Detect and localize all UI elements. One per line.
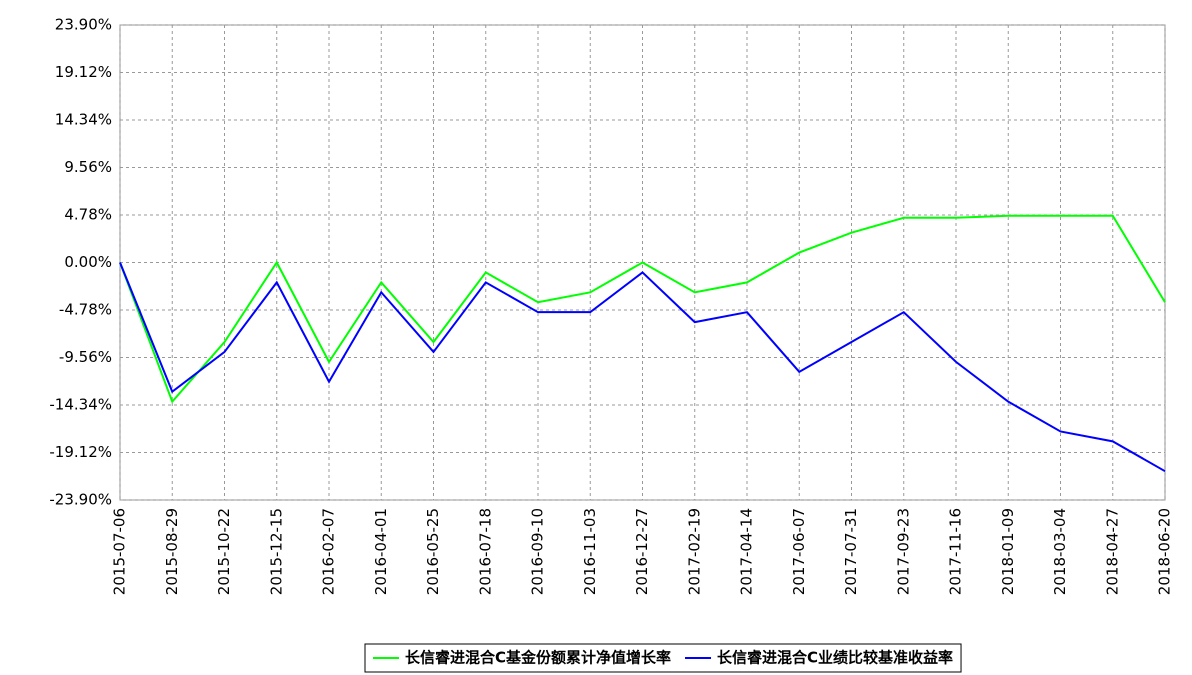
legend-label: 长信睿进混合C业绩比较基准收益率	[717, 649, 953, 667]
x-tick-label: 2016-04-01	[372, 508, 390, 595]
x-tick-label: 2016-02-07	[320, 508, 338, 595]
y-tick-label: 19.12%	[55, 63, 112, 81]
x-tick-label: 2018-04-27	[1103, 508, 1121, 595]
legend: 长信睿进混合C基金份额累计净值增长率 长信睿进混合C业绩比较基准收益率	[365, 644, 961, 672]
x-tick-label: 2015-07-06	[111, 508, 129, 595]
x-tick-label: 2015-12-15	[267, 508, 285, 595]
legend-label: 长信睿进混合C基金份额累计净值增长率	[405, 649, 671, 667]
chart: -23.90% -19.12% -14.34% -9.56% -4.78% 0.00% 4.…	[0, 0, 1192, 675]
y-tick-label: 4.78%	[64, 206, 112, 224]
x-tick-label: 2017-02-19	[685, 508, 703, 595]
x-tick-label: 2016-12-27	[633, 508, 651, 595]
y-tick-label: -23.90%	[49, 491, 112, 509]
y-tick-label: -19.12%	[49, 443, 112, 461]
x-tick-label: 2018-06-20	[1156, 508, 1174, 595]
y-tick-label: 23.90%	[55, 16, 112, 34]
x-tick-label: 2016-09-10	[529, 508, 547, 595]
y-tick-label: -14.34%	[49, 396, 112, 414]
y-tick-label: 14.34%	[55, 111, 112, 129]
x-tick-label: 2015-08-29	[163, 508, 181, 595]
x-tick-label: 2017-06-07	[790, 508, 808, 595]
x-tick-label: 2016-11-03	[581, 508, 599, 595]
x-tick-label: 2015-10-22	[215, 508, 233, 595]
x-tick-label: 2018-03-04	[1051, 508, 1069, 595]
x-tick-label: 2018-01-09	[999, 508, 1017, 595]
x-tick-label: 2017-04-14	[738, 508, 756, 595]
x-tick-label: 2017-09-23	[894, 508, 912, 595]
y-tick-label: -4.78%	[59, 301, 112, 319]
x-tick-label: 2017-07-31	[842, 508, 860, 595]
y-tick-label: 0.00%	[64, 253, 112, 271]
x-tick-label: 2016-05-25	[424, 508, 442, 595]
x-tick-label: 2016-07-18	[476, 508, 494, 595]
y-tick-label: -9.56%	[59, 348, 112, 366]
x-tick-label: 2017-11-16	[947, 508, 965, 595]
y-tick-label: 9.56%	[64, 158, 112, 176]
